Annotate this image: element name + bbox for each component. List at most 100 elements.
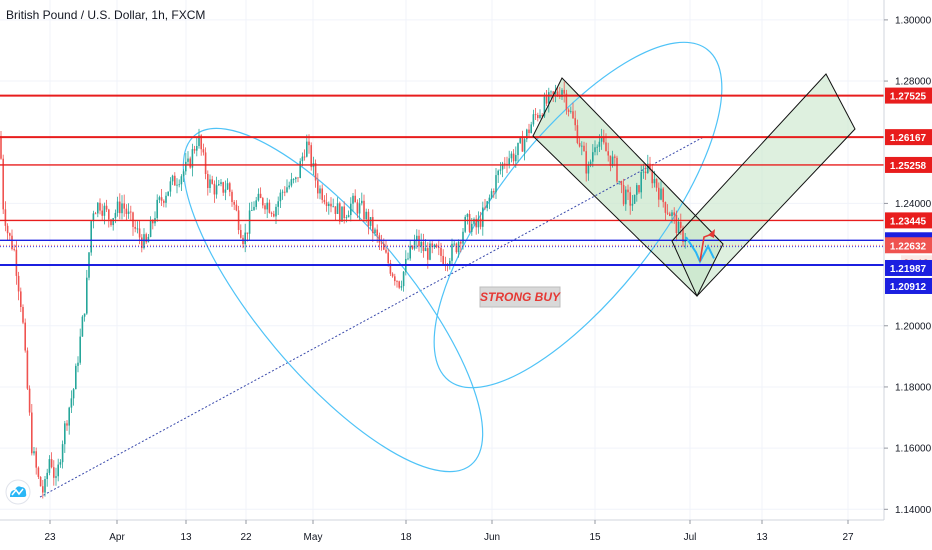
candle-body-251 [552, 91, 554, 94]
candle-body-106 [233, 202, 235, 205]
candle-body-20 [44, 479, 46, 493]
candle-body-73 [160, 197, 163, 201]
candle-body-4 [9, 233, 11, 236]
candle-body-199 [438, 247, 440, 249]
candle-body-58 [127, 211, 130, 214]
candle-body-197 [433, 244, 436, 248]
candle-body-48 [105, 205, 108, 210]
x-tick-label-8: Jul [684, 532, 697, 543]
candle-body-182 [400, 286, 403, 288]
candle-body-220 [484, 207, 486, 209]
candle-body-12 [26, 350, 29, 389]
channel-outlines [532, 73, 856, 297]
trend-line-path [39, 136, 705, 498]
candle-body-113 [248, 210, 251, 234]
price-levels [0, 94, 884, 266]
candle-body-293 [644, 171, 647, 174]
candle-body-304 [669, 213, 671, 217]
candle-body-117 [257, 193, 260, 201]
candle-body-234 [515, 155, 517, 162]
y-tick-label-5: 1.16000 [895, 444, 932, 455]
price-label-5: 1.22632 [890, 241, 927, 252]
candle-body-240 [528, 129, 530, 134]
candle-body-173 [380, 242, 383, 244]
candle-body-149 [328, 203, 330, 206]
candle-body-242 [532, 114, 535, 125]
candle-body-175 [385, 249, 387, 253]
candle-body-298 [655, 179, 658, 188]
candle-body-299 [658, 187, 660, 200]
candle-body-133 [292, 179, 295, 180]
candle-body-177 [389, 263, 392, 274]
candle-body-88 [193, 149, 196, 151]
candle-body-65 [143, 234, 145, 249]
candle-body-102 [224, 189, 227, 193]
candle-body-143 [314, 163, 317, 181]
candle-body-24 [53, 467, 55, 478]
candle-body-87 [191, 149, 194, 168]
candle-body-69 [152, 220, 154, 224]
candle-body-275 [605, 142, 607, 152]
candle-body-287 [631, 203, 634, 206]
candle-body-98 [215, 185, 218, 195]
candle-body-265 [583, 145, 585, 152]
candle-body-37 [81, 316, 84, 337]
candle-body-97 [213, 183, 216, 195]
candle-body-47 [103, 205, 106, 216]
candle-body-292 [642, 171, 645, 173]
x-tick-label-0: 23 [44, 532, 56, 543]
candle-body-178 [391, 273, 394, 277]
candle-body-8 [17, 275, 20, 292]
tradingview-cloud-icon[interactable] [5, 479, 31, 505]
chart-title: British Pound / U.S. Dollar, 1h, FXCM [6, 8, 206, 22]
candle-body-3 [6, 225, 9, 234]
price-label-3: 1.23445 [890, 216, 927, 227]
candle-body-15 [33, 451, 35, 454]
candle-body-280 [616, 157, 618, 182]
candle-body-225 [495, 175, 497, 193]
candle-body-221 [486, 201, 488, 209]
candle-body-154 [339, 203, 341, 222]
candle-body-57 [125, 208, 128, 214]
price-label-bg-1 [885, 129, 932, 146]
candle-body-157 [345, 217, 348, 219]
candle-body-253 [556, 91, 559, 95]
candle-body-198 [435, 244, 438, 248]
candle-body-25 [55, 476, 57, 478]
candle-body-125 [275, 206, 277, 217]
candle-body-219 [482, 207, 484, 227]
candle-body-62 [136, 228, 139, 230]
candle-body-124 [273, 213, 275, 217]
price-labels: 1.275251.261671.252581.234451.227951.226… [885, 87, 932, 294]
candle-body-60 [132, 212, 134, 227]
y-tick-label-2: 1.24000 [895, 199, 932, 210]
candle-body-273 [600, 136, 603, 142]
candle-body-245 [539, 114, 541, 118]
candle-body-222 [488, 197, 491, 202]
candle-body-153 [336, 203, 339, 214]
candle-body-208 [457, 241, 460, 253]
candle-body-161 [354, 195, 356, 203]
strong-buy-text: STRONG BUY [480, 290, 561, 304]
candle-body-296 [651, 169, 653, 184]
candle-body-264 [581, 145, 583, 147]
candle-body-290 [638, 185, 640, 193]
candle-body-119 [262, 198, 264, 206]
candle-body-147 [323, 199, 326, 203]
candle-body-100 [220, 182, 222, 185]
candle-body-190 [418, 235, 420, 247]
candle-body-286 [629, 192, 631, 206]
candle-body-305 [671, 212, 673, 217]
candle-body-244 [537, 115, 539, 118]
candle-body-42 [92, 213, 95, 222]
x-tick-label-5: 18 [400, 532, 412, 543]
candle-body-28 [61, 444, 64, 463]
candle-body-71 [156, 199, 158, 219]
candle-body-277 [609, 155, 612, 166]
candle-body-146 [321, 188, 323, 200]
candle-body-158 [347, 215, 350, 218]
candle-body-250 [550, 91, 552, 93]
candle-body-152 [334, 206, 337, 214]
candle-body-118 [259, 193, 262, 199]
